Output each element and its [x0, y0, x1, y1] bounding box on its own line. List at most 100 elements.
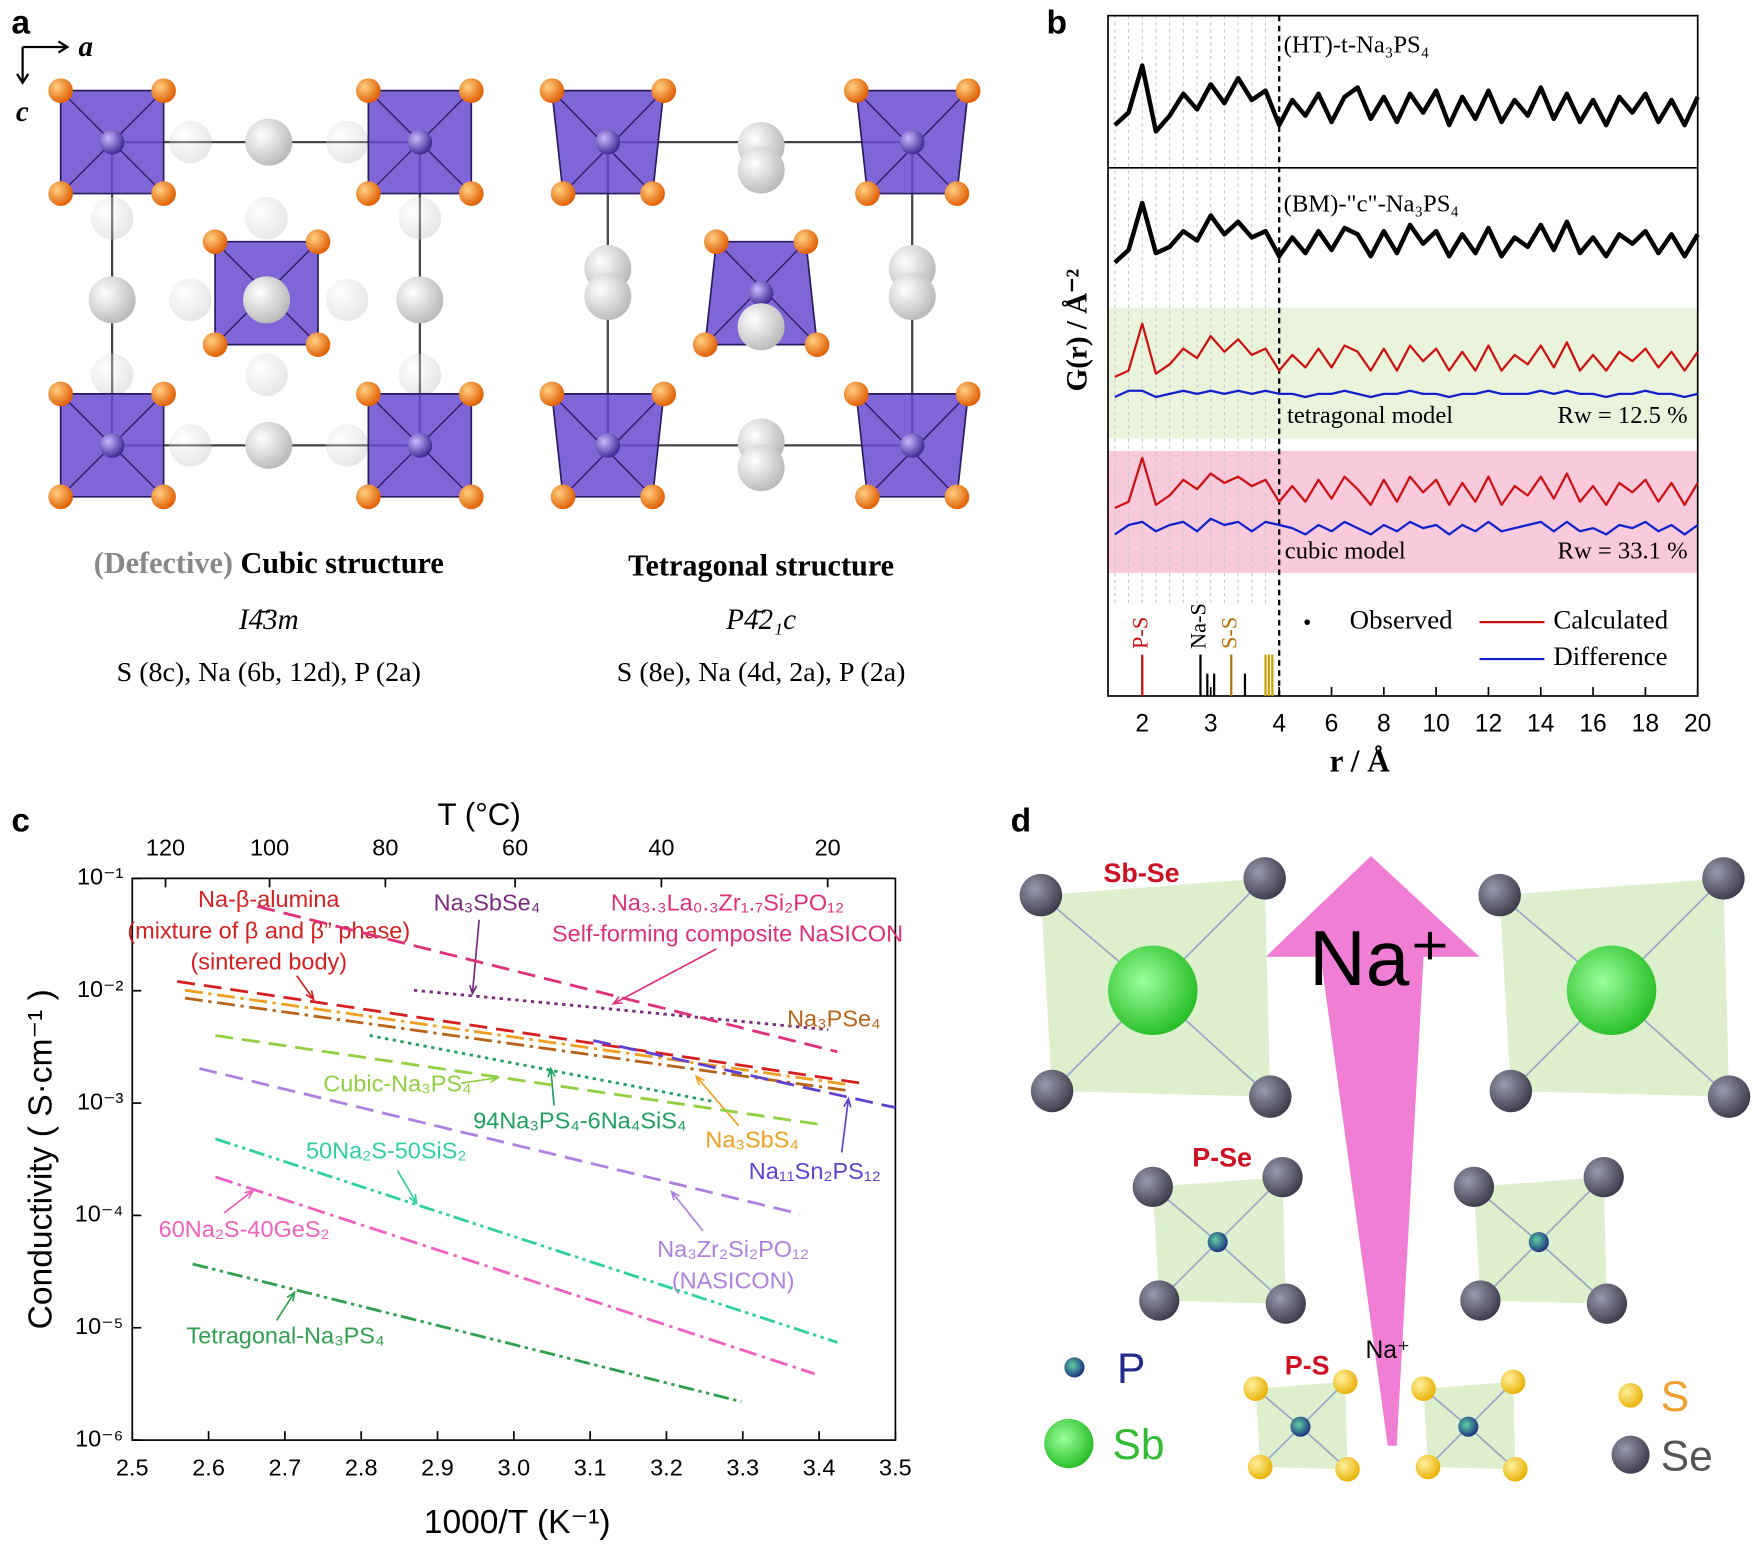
- top-tick-label: 100: [250, 834, 289, 860]
- atom: [550, 181, 576, 206]
- atom: [640, 484, 665, 510]
- x-tick-label: 20: [1684, 711, 1711, 738]
- atom: [748, 280, 774, 306]
- calculated-curve: [1114, 322, 1699, 378]
- series-line: [257, 905, 838, 1054]
- label-arrow: [275, 1290, 296, 1321]
- structure-title: (Defective) Cubic structure: [94, 546, 444, 580]
- series-label: (mixture of β and β” phase): [127, 917, 410, 943]
- x-tick-label: 2.6: [192, 1454, 225, 1480]
- atom: [955, 381, 981, 407]
- atom: [1411, 1376, 1436, 1401]
- x-tick-label: 12: [1475, 711, 1502, 738]
- atom: [1290, 1416, 1311, 1437]
- atom: [398, 353, 442, 397]
- bond-label: P-S: [1127, 617, 1152, 649]
- atom: [202, 229, 228, 255]
- wyckoff-sites: S (8e), Na (4d, 2a), P (2a): [617, 657, 906, 688]
- atom: [151, 381, 176, 407]
- atom: [151, 484, 176, 510]
- top-tick-label: 120: [146, 834, 185, 860]
- legend-label: Observed: [1350, 604, 1453, 634]
- atom: [944, 181, 970, 206]
- atom: [1707, 1075, 1751, 1118]
- x-tick-label: 10: [1422, 711, 1449, 738]
- y-tick-label: 10⁻²: [77, 976, 124, 1002]
- atom: [1702, 857, 1745, 900]
- legend-label: Calculated: [1553, 604, 1668, 634]
- atom: [899, 433, 925, 458]
- series-label: Self-forming composite NaSICON: [552, 921, 903, 947]
- atom: [305, 332, 331, 357]
- atom: [704, 229, 729, 255]
- wyckoff-sites: S (8c), Na (6b, 12d), P (2a): [117, 657, 421, 688]
- series-label: Tetragonal-Na₃PS₄: [187, 1322, 385, 1348]
- series-line: [199, 1067, 801, 1216]
- label-arrow: [670, 1190, 704, 1232]
- series-line: [214, 1175, 815, 1376]
- atom: [356, 181, 381, 206]
- atom: [1332, 1369, 1358, 1395]
- ion-label-small: Na⁺: [1366, 1337, 1410, 1364]
- top-tick-label: 40: [648, 834, 674, 860]
- atom: [539, 78, 565, 103]
- atom: [1243, 857, 1286, 900]
- y-axis-label: G(r) / Å⁻²: [1062, 269, 1094, 392]
- x-tick-label: 3.1: [574, 1454, 607, 1480]
- atom: [1265, 1283, 1306, 1324]
- atom: [1489, 1069, 1533, 1113]
- atom: [651, 381, 677, 407]
- x-tick-label: 4: [1272, 711, 1286, 738]
- series-line: [184, 996, 851, 1093]
- atom: [245, 196, 288, 240]
- axis-name: a: [79, 31, 94, 63]
- atom: [793, 229, 819, 255]
- atom: [1618, 1383, 1643, 1408]
- polyhedron-label: P-S: [1285, 1350, 1330, 1380]
- series-line: [413, 988, 829, 1032]
- atom: [737, 303, 785, 351]
- x-tick-label: 8: [1377, 711, 1391, 738]
- panel-label: c: [11, 802, 30, 839]
- atom: [459, 78, 484, 103]
- atom: [1044, 1418, 1094, 1469]
- legend-label: P: [1117, 1346, 1145, 1393]
- atom: [955, 78, 981, 103]
- atom: [48, 181, 73, 206]
- axis-name: c: [16, 96, 29, 128]
- atom: [804, 332, 830, 357]
- label-arrow: [468, 919, 480, 996]
- legend-label: Sb: [1112, 1422, 1164, 1469]
- atom: [169, 120, 212, 164]
- atom: [356, 381, 381, 407]
- atom: [90, 196, 134, 240]
- x-tick-label: 18: [1632, 711, 1659, 738]
- atom: [48, 381, 73, 407]
- atom: [398, 196, 442, 240]
- rw-value: Rw = 12.5 %: [1558, 402, 1688, 429]
- atom: [396, 276, 444, 324]
- legend-marker: [1304, 619, 1310, 625]
- atom: [651, 78, 677, 103]
- top-tick-label: 60: [502, 834, 528, 860]
- y-tick-label: 10⁻⁵: [75, 1313, 123, 1339]
- series-line: [215, 1034, 824, 1127]
- panel-c: c 2.5 2.6 2.7 2.8 2.9 3.0 3.1 3.2 3.3 3.4 3.5 10⁻⁶ 10…: [11, 797, 911, 1541]
- atom: [595, 129, 621, 155]
- atom: [459, 484, 484, 510]
- atom: [1207, 1231, 1228, 1253]
- atom: [1243, 1376, 1269, 1401]
- atom: [99, 129, 125, 155]
- atom: [1460, 1280, 1501, 1321]
- panel-a: a a c (Defective) Cubic structure Tetragonal…: [11, 4, 981, 688]
- atom: [539, 381, 565, 407]
- atom: [151, 78, 176, 103]
- atom: [737, 146, 785, 194]
- atom: [305, 229, 331, 255]
- y-tick-label: 10⁻⁶: [75, 1425, 123, 1451]
- structure-title: Tetragonal structure: [628, 548, 894, 582]
- series-line: [177, 980, 863, 1085]
- series-label: Na₃SbSe₄: [434, 889, 541, 915]
- bond-label: S-S: [1216, 617, 1241, 649]
- atom: [843, 381, 869, 407]
